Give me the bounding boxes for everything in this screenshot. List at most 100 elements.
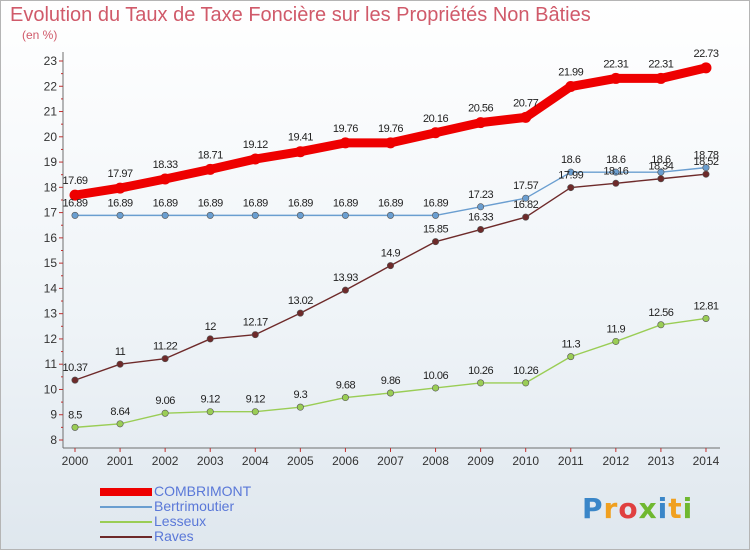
y-tick-label: 9 xyxy=(50,408,57,422)
data-point xyxy=(612,179,620,187)
data-point xyxy=(296,309,304,317)
data-point xyxy=(116,360,124,368)
data-label: 12.17 xyxy=(243,317,268,329)
data-label: 9.12 xyxy=(246,394,266,406)
data-label: 10.06 xyxy=(423,370,448,382)
logo-letter: x xyxy=(638,492,658,525)
x-tick-label: 2009 xyxy=(467,454,494,468)
legend-swatch xyxy=(100,536,152,538)
y-tick-label: 10 xyxy=(44,382,58,396)
x-tick-label: 2001 xyxy=(107,454,134,468)
data-label: 18.16 xyxy=(603,165,628,177)
logo-letter: t xyxy=(668,492,683,525)
x-tick-label: 2013 xyxy=(648,454,675,468)
legend-label: Bertrimoutier xyxy=(154,498,235,514)
proxiti-logo: Proxiti xyxy=(582,492,693,525)
x-tick-label: 2012 xyxy=(602,454,629,468)
data-label: 13.02 xyxy=(288,295,313,307)
x-tick-label: 2007 xyxy=(377,454,404,468)
data-point xyxy=(612,168,620,176)
data-point xyxy=(522,194,530,202)
data-point xyxy=(206,211,214,219)
data-label: 14.9 xyxy=(381,248,401,260)
data-point xyxy=(71,423,79,431)
data-point xyxy=(612,337,620,345)
data-label: 9.68 xyxy=(336,380,356,392)
data-point xyxy=(341,286,349,294)
data-label: 20.16 xyxy=(423,113,448,125)
x-tick-label: 2003 xyxy=(197,454,224,468)
data-point xyxy=(702,170,710,178)
data-label: 19.12 xyxy=(243,139,268,151)
data-label: 17.57 xyxy=(513,180,538,192)
data-label: 9.3 xyxy=(293,389,307,401)
data-label: 17.99 xyxy=(558,170,583,182)
data-point xyxy=(341,211,349,219)
data-label: 16.89 xyxy=(243,197,268,209)
data-label: 17.97 xyxy=(108,168,133,180)
data-point xyxy=(475,117,487,129)
data-label: 18.6 xyxy=(606,154,626,166)
data-point xyxy=(204,163,216,175)
data-point xyxy=(567,184,575,192)
y-tick-label: 11 xyxy=(45,357,58,371)
data-point xyxy=(206,335,214,343)
data-point xyxy=(522,379,530,387)
data-point xyxy=(610,72,622,84)
data-label: 12.81 xyxy=(693,300,718,312)
data-point xyxy=(565,81,577,93)
data-point xyxy=(386,389,394,397)
y-tick-label: 8 xyxy=(50,433,57,447)
data-label: 16.89 xyxy=(198,197,223,209)
legend-swatch xyxy=(100,521,152,523)
y-tick-label: 20 xyxy=(44,130,58,144)
data-label: 18.33 xyxy=(153,159,178,171)
data-point xyxy=(71,211,79,219)
data-label: 10.26 xyxy=(468,365,493,377)
x-tick-label: 2006 xyxy=(332,454,359,468)
x-tick-label: 2004 xyxy=(242,454,269,468)
data-label: 22.73 xyxy=(693,48,718,60)
data-point xyxy=(432,384,440,392)
data-point xyxy=(477,226,485,234)
data-point xyxy=(700,62,712,74)
data-label: 8.5 xyxy=(68,409,82,421)
chart-title: Evolution du Taux de Taxe Foncière sur l… xyxy=(10,4,591,26)
data-label: 16.89 xyxy=(333,197,358,209)
y-tick-label: 23 xyxy=(44,54,58,68)
data-label: 12 xyxy=(205,321,217,333)
y-tick-label: 22 xyxy=(44,79,58,93)
data-label: 18.52 xyxy=(693,156,718,168)
y-tick-label: 12 xyxy=(44,332,58,346)
data-label: 11.22 xyxy=(153,341,178,353)
data-point xyxy=(159,173,171,185)
data-point xyxy=(251,331,259,339)
data-label: 18.6 xyxy=(561,154,581,166)
x-tick-label: 2008 xyxy=(422,454,449,468)
legend-swatch xyxy=(100,488,152,496)
data-point xyxy=(161,211,169,219)
data-label: 10.26 xyxy=(513,365,538,377)
data-label: 11.9 xyxy=(607,323,626,335)
y-tick-label: 15 xyxy=(44,256,58,270)
data-label: 19.41 xyxy=(288,132,313,144)
data-label: 9.06 xyxy=(155,395,175,407)
data-label: 18.71 xyxy=(198,149,223,161)
legend-label: COMBRIMONT xyxy=(154,483,252,499)
chart-subtitle: (en %) xyxy=(22,28,58,42)
data-label: 22.31 xyxy=(648,58,673,70)
data-point xyxy=(251,211,259,219)
data-point xyxy=(249,153,261,165)
data-point xyxy=(114,182,126,194)
logo-letter: i xyxy=(657,492,669,525)
data-point xyxy=(477,379,485,387)
data-point xyxy=(206,408,214,416)
data-label: 16.89 xyxy=(378,197,403,209)
x-tick-label: 2002 xyxy=(152,454,179,468)
data-point xyxy=(339,137,351,149)
x-tick-label: 2014 xyxy=(693,454,720,468)
data-label: 16.89 xyxy=(423,197,448,209)
logo-letter: P xyxy=(582,492,604,525)
